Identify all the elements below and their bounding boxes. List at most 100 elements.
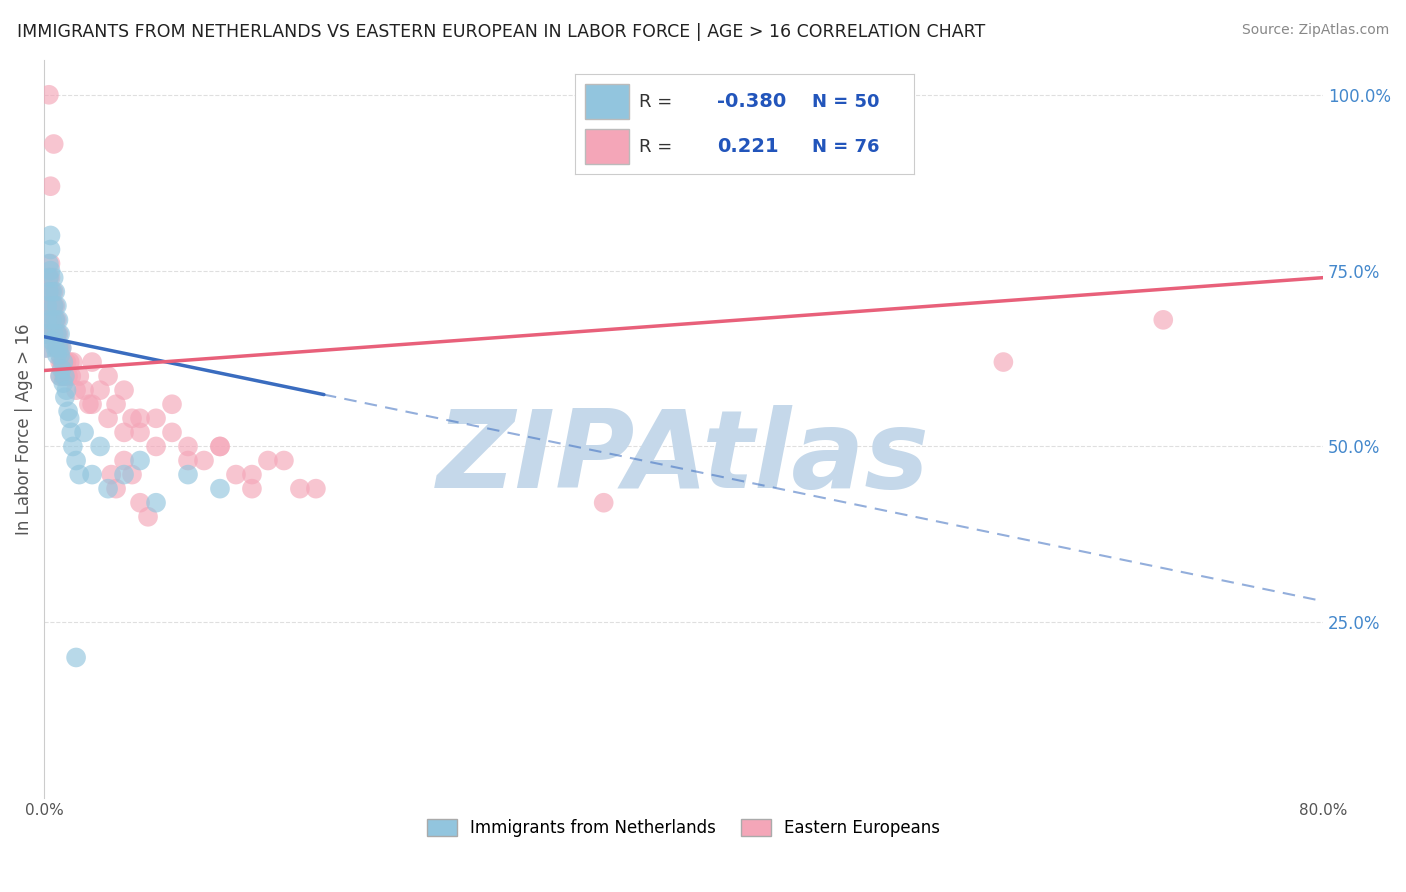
Point: [41, 326, 63, 341]
Point: [305, 482, 328, 496]
Point: [56, 369, 79, 384]
Point: [177, 440, 200, 454]
Point: [67, 467, 90, 482]
Point: [136, 509, 159, 524]
Point: [592, 496, 614, 510]
Point: [44, 299, 66, 313]
Point: [145, 411, 167, 425]
Point: [288, 482, 311, 496]
Point: [51, 341, 73, 355]
Point: [129, 496, 152, 510]
Point: [39, 256, 62, 270]
Point: [45, 341, 67, 355]
Point: [49, 348, 72, 362]
Text: IMMIGRANTS FROM NETHERLANDS VS EASTERN EUROPEAN IN LABOR FORCE | AGE > 16 CORREL: IMMIGRANTS FROM NETHERLANDS VS EASTERN E…: [17, 23, 986, 41]
Point: [48, 326, 70, 341]
Point: [53, 369, 76, 384]
Point: [59, 355, 82, 369]
Text: ZIPAtlas: ZIPAtlas: [437, 405, 929, 511]
Text: Source: ZipAtlas.com: Source: ZipAtlas.com: [1241, 23, 1389, 37]
Point: [35, 326, 58, 341]
Point: [38, 270, 60, 285]
Point: [208, 482, 231, 496]
Point: [37, 313, 59, 327]
Point: [273, 453, 295, 467]
Point: [62, 440, 84, 454]
Point: [42, 270, 65, 285]
Point: [80, 397, 103, 411]
Point: [39, 263, 62, 277]
Point: [129, 425, 152, 440]
Point: [1152, 313, 1174, 327]
Point: [39, 270, 62, 285]
Point: [39, 228, 62, 243]
Point: [160, 397, 183, 411]
Point: [38, 299, 60, 313]
Point: [145, 496, 167, 510]
Point: [44, 313, 66, 327]
Point: [38, 256, 60, 270]
Point: [257, 453, 280, 467]
Point: [67, 369, 90, 384]
Point: [112, 383, 135, 397]
Point: [41, 313, 63, 327]
Point: [38, 270, 60, 285]
Point: [49, 341, 72, 355]
Point: [97, 369, 120, 384]
Point: [48, 313, 70, 327]
Point: [60, 369, 83, 384]
Point: [51, 355, 73, 369]
Point: [42, 136, 65, 151]
Point: [41, 285, 63, 299]
Point: [38, 87, 60, 102]
Point: [41, 299, 63, 313]
Point: [100, 467, 122, 482]
Point: [52, 376, 75, 391]
Point: [65, 650, 87, 665]
Point: [60, 425, 83, 440]
Point: [51, 341, 73, 355]
Point: [37, 326, 59, 341]
Point: [177, 467, 200, 482]
Point: [993, 355, 1015, 369]
Point: [112, 453, 135, 467]
Point: [240, 467, 263, 482]
Point: [45, 326, 67, 341]
Point: [65, 383, 87, 397]
Point: [41, 334, 63, 348]
Point: [208, 440, 231, 454]
Point: [37, 299, 59, 313]
Point: [35, 341, 58, 355]
Point: [52, 355, 75, 369]
Point: [41, 313, 63, 327]
Point: [208, 440, 231, 454]
Point: [193, 453, 215, 467]
Point: [42, 299, 65, 313]
Point: [97, 482, 120, 496]
Point: [225, 467, 247, 482]
Point: [240, 482, 263, 496]
Point: [39, 179, 62, 194]
Point: [73, 383, 96, 397]
Point: [45, 313, 67, 327]
Point: [65, 453, 87, 467]
Point: [44, 285, 66, 299]
Point: [37, 313, 59, 327]
Point: [45, 348, 67, 362]
Point: [44, 313, 66, 327]
Point: [35, 341, 58, 355]
Point: [177, 453, 200, 467]
Point: [56, 404, 79, 418]
Point: [49, 326, 72, 341]
Point: [97, 411, 120, 425]
Point: [37, 299, 59, 313]
Point: [49, 369, 72, 384]
Point: [48, 341, 70, 355]
Point: [129, 453, 152, 467]
Point: [45, 299, 67, 313]
Point: [105, 482, 128, 496]
Point: [51, 362, 73, 376]
Point: [77, 397, 100, 411]
Point: [89, 440, 111, 454]
Point: [145, 440, 167, 454]
